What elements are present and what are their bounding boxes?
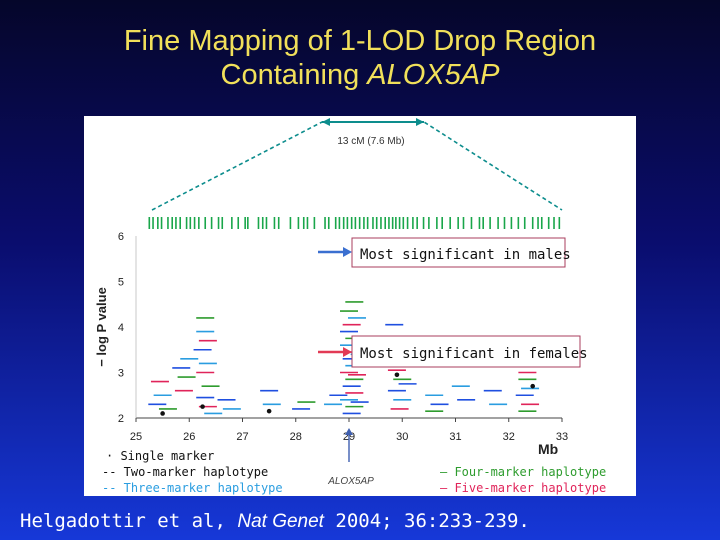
marker-ticks xyxy=(148,217,561,229)
title-gene: ALOX5AP xyxy=(367,59,500,91)
males-annotation-text: Most significant in males xyxy=(360,247,571,263)
x-tick-label: 33 xyxy=(556,431,568,443)
y-tick-label: 3 xyxy=(118,368,124,380)
citation-authors: Helgadottir et al, xyxy=(20,510,238,532)
region-arrowhead-left xyxy=(322,118,330,126)
citation-journal: Nat Genet xyxy=(237,511,324,532)
y-tick-label: 6 xyxy=(118,231,124,243)
y-tick-label: 4 xyxy=(118,322,124,334)
lod-chart: 13 cM (7.6 Mb) 25 26 27 28 29 30 31 32 3323456Mb… xyxy=(94,118,606,495)
single-marker-point xyxy=(530,383,536,389)
title-prefix: Containing xyxy=(220,59,368,91)
single-marker-point xyxy=(200,404,205,409)
annotations: Most significant in males Most significan… xyxy=(318,237,588,368)
y-tick-label: 5 xyxy=(118,277,124,289)
y-tick-label: 2 xyxy=(118,413,124,425)
x-axis-label: Mb xyxy=(538,441,558,457)
single-marker-point xyxy=(266,408,272,414)
x-tick-label: 28 xyxy=(290,431,302,443)
title-line-2: Containing ALOX5AP xyxy=(0,58,720,92)
gene-locator-arrowhead xyxy=(345,428,353,435)
x-tick-label: 31 xyxy=(449,431,461,443)
legend-four-marker: — Four-marker haplotype xyxy=(440,465,606,479)
legend-three-marker: -- Three-marker haplotype xyxy=(102,481,283,495)
legend-five-marker: — Five-marker haplotype xyxy=(440,481,606,495)
x-tick-label: 26 xyxy=(183,431,195,443)
legend: · Single marker -- Two-marker haplotype --… xyxy=(102,449,606,495)
citation: Helgadottir et al, Nat Genet 2004; 36:23… xyxy=(20,510,530,533)
females-annotation-arrowhead xyxy=(343,347,352,357)
females-annotation-box xyxy=(351,335,581,368)
citation-details: 2004; 36:233-239. xyxy=(323,510,530,532)
region-size-label: 13 cM (7.6 Mb) xyxy=(337,136,404,147)
figure-panel: 13 cM (7.6 Mb) 25 26 27 28 29 30 31 32 33 2 3 4 5 6 Mb… xyxy=(84,116,636,496)
x-tick-label: 30 xyxy=(396,431,408,443)
slide-title: Fine Mapping of 1-LOD Drop Region Contai… xyxy=(0,24,720,92)
legend-single-marker: · Single marker xyxy=(106,449,214,463)
single-marker-points xyxy=(160,372,536,416)
y-axis-label: − log P value xyxy=(94,287,109,367)
x-tick-label: 32 xyxy=(503,431,515,443)
males-annotation-arrowhead xyxy=(343,247,352,257)
single-marker-point xyxy=(394,372,400,378)
region-arrowhead-right xyxy=(416,118,424,126)
single-marker-point xyxy=(160,411,165,416)
title-line-1: Fine Mapping of 1-LOD Drop Region xyxy=(123,25,597,57)
females-annotation-text: Most significant in females xyxy=(360,346,588,362)
gene-label: ALOX5AP xyxy=(327,476,374,487)
x-tick-label: 25 xyxy=(130,431,142,443)
males-annotation-box xyxy=(351,237,566,268)
region-bracket: 13 cM (7.6 Mb) xyxy=(151,118,563,211)
legend-two-marker: -- Two-marker haplotype xyxy=(102,465,268,479)
x-tick-label: 27 xyxy=(236,431,248,443)
